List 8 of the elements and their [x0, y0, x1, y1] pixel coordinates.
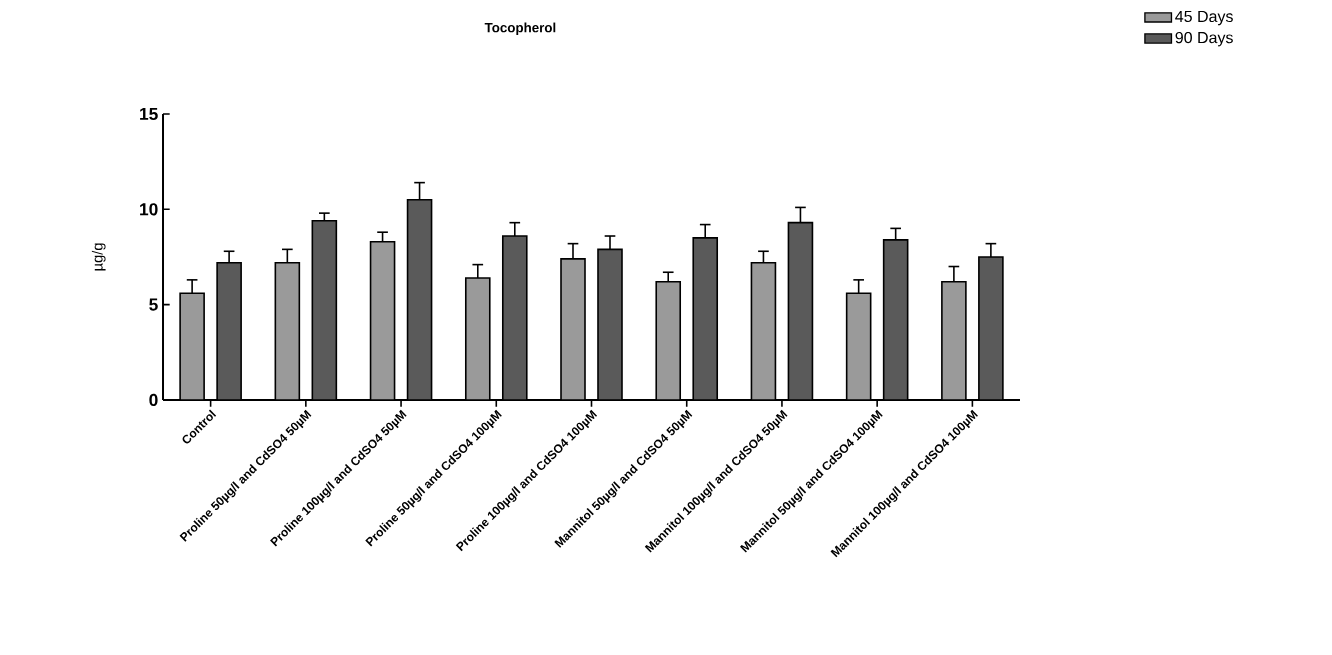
- y-tick-label: 5: [149, 298, 158, 311]
- y-tick-label: 15: [140, 107, 158, 121]
- y-tick-label: 10: [140, 203, 158, 216]
- y-tick-label: 0: [149, 393, 158, 407]
- legend-label: 45 Days: [1175, 10, 1233, 26]
- y-axis-title: µg/g: [91, 243, 106, 271]
- chart-title: Tocopherol: [484, 22, 556, 35]
- legend-label: 90 Days: [1175, 31, 1233, 47]
